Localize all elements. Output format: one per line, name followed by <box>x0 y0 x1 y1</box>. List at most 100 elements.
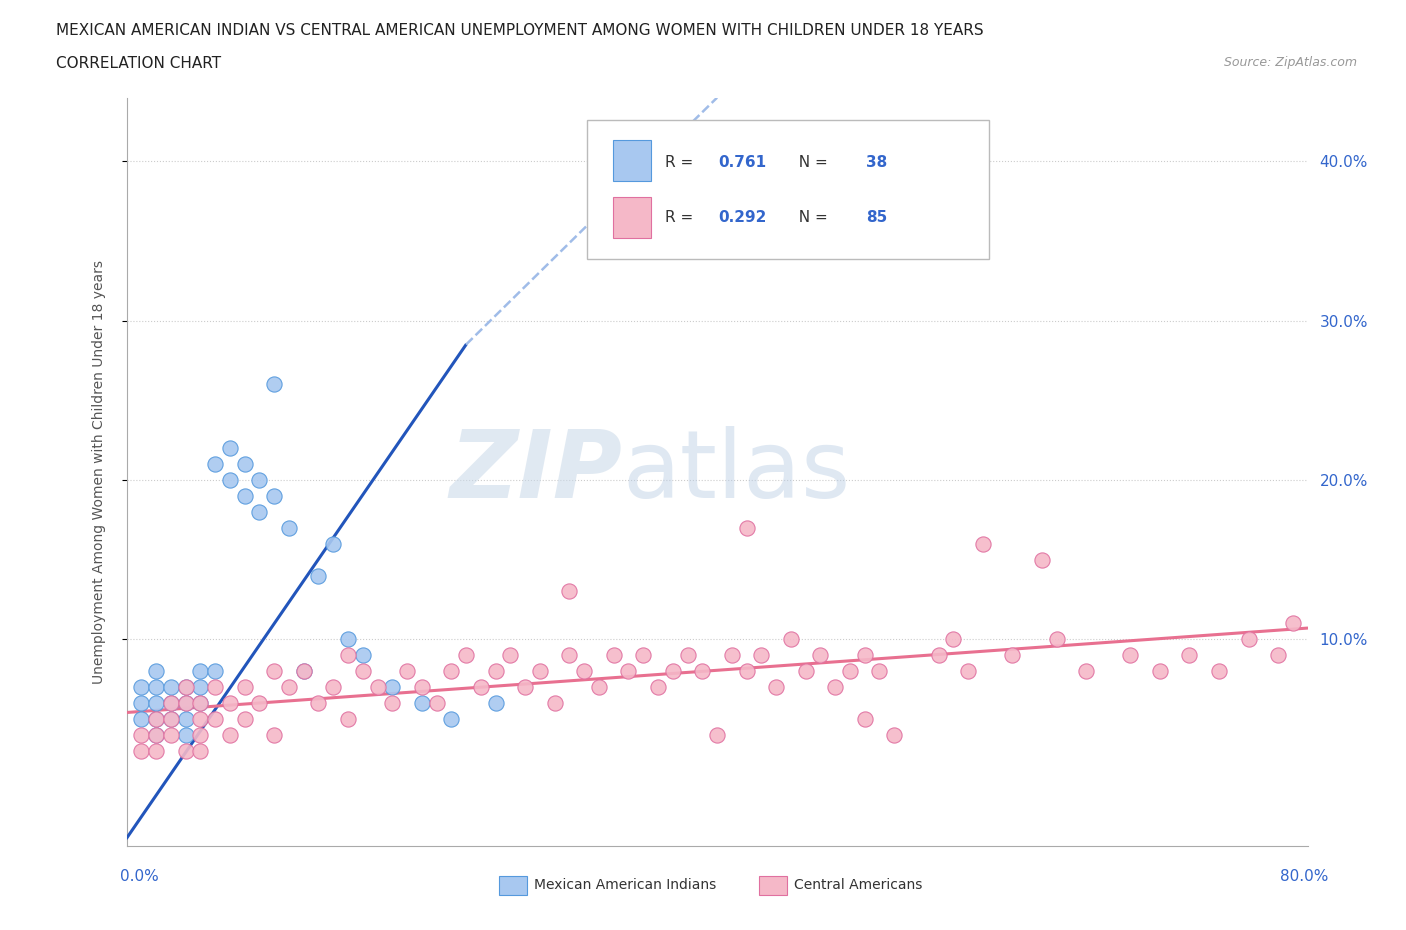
Point <box>188 664 212 679</box>
Point <box>219 441 242 456</box>
Point <box>574 664 596 679</box>
Point <box>174 696 197 711</box>
Point <box>233 711 256 726</box>
Point <box>188 680 212 695</box>
Point <box>780 631 803 646</box>
Point <box>233 457 256 472</box>
Point <box>751 647 773 662</box>
Point <box>249 696 271 711</box>
Point <box>425 696 447 711</box>
Point <box>174 711 197 726</box>
Point <box>337 647 360 662</box>
Point <box>263 488 285 503</box>
Point <box>322 680 344 695</box>
Text: 0.761: 0.761 <box>718 155 766 170</box>
Point <box>440 711 463 726</box>
Point <box>869 664 891 679</box>
Point <box>160 680 183 695</box>
Point <box>174 696 197 711</box>
Point <box>720 647 742 662</box>
Point <box>249 472 271 487</box>
FancyBboxPatch shape <box>613 140 651 181</box>
Point <box>633 647 655 662</box>
Point <box>160 696 183 711</box>
Point <box>145 727 167 742</box>
Point <box>292 664 315 679</box>
Point <box>411 696 433 711</box>
Point <box>515 680 537 695</box>
Point <box>308 568 330 583</box>
Point <box>249 504 271 519</box>
Point <box>263 377 285 392</box>
Point <box>204 457 226 472</box>
Point <box>1267 647 1289 662</box>
Point <box>322 537 344 551</box>
Point <box>381 696 404 711</box>
Point <box>824 680 846 695</box>
Point <box>188 696 212 711</box>
Point <box>188 743 212 758</box>
Point <box>160 727 183 742</box>
Point <box>381 680 404 695</box>
Text: CORRELATION CHART: CORRELATION CHART <box>56 56 221 71</box>
Point <box>706 727 728 742</box>
Point <box>145 696 167 711</box>
Point <box>278 680 301 695</box>
Point <box>647 680 669 695</box>
Text: N =: N = <box>789 155 832 170</box>
Point <box>145 680 167 695</box>
Point <box>956 664 979 679</box>
Point <box>1046 631 1069 646</box>
Point <box>188 727 212 742</box>
Point <box>337 631 360 646</box>
Point <box>676 647 699 662</box>
Text: 85: 85 <box>866 210 887 225</box>
Point <box>558 647 581 662</box>
Point <box>145 743 167 758</box>
Point <box>617 664 640 679</box>
Point <box>484 696 508 711</box>
Point <box>529 664 551 679</box>
Text: MEXICAN AMERICAN INDIAN VS CENTRAL AMERICAN UNEMPLOYMENT AMONG WOMEN WITH CHILDR: MEXICAN AMERICAN INDIAN VS CENTRAL AMERI… <box>56 23 984 38</box>
Point <box>188 711 212 726</box>
FancyBboxPatch shape <box>613 197 651 238</box>
Point <box>1031 552 1053 567</box>
Point <box>174 680 197 695</box>
Point <box>337 711 360 726</box>
Point <box>204 664 226 679</box>
Point <box>352 647 374 662</box>
Point <box>692 664 714 679</box>
Point <box>853 711 876 726</box>
Text: 38: 38 <box>866 155 887 170</box>
Point <box>145 664 167 679</box>
Point <box>129 711 153 726</box>
Point <box>160 711 183 726</box>
Text: ZIP: ZIP <box>450 426 623 518</box>
Point <box>543 696 565 711</box>
Point <box>810 647 832 662</box>
Point <box>308 696 330 711</box>
Point <box>470 680 492 695</box>
Point <box>838 664 860 679</box>
Text: 0.292: 0.292 <box>718 210 766 225</box>
Point <box>367 680 389 695</box>
Point <box>129 743 153 758</box>
Point <box>145 711 167 726</box>
Point <box>558 584 581 599</box>
Point <box>188 696 212 711</box>
Point <box>174 743 197 758</box>
Point <box>263 664 285 679</box>
Point <box>160 711 183 726</box>
Point <box>1282 616 1305 631</box>
Text: Central Americans: Central Americans <box>794 878 922 893</box>
Point <box>484 664 508 679</box>
Y-axis label: Unemployment Among Women with Children Under 18 years: Unemployment Among Women with Children U… <box>91 260 105 684</box>
Point <box>456 647 478 662</box>
Point <box>411 680 433 695</box>
Point <box>1001 647 1024 662</box>
Point <box>499 647 522 662</box>
Point <box>263 727 285 742</box>
Point <box>942 631 965 646</box>
Point <box>662 664 685 679</box>
Point <box>1237 631 1260 646</box>
